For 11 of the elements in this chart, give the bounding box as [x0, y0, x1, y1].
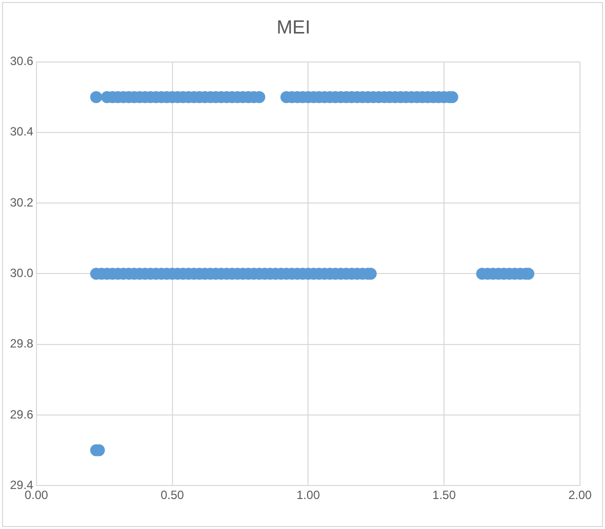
x-tick-label: 0.50: [160, 488, 184, 502]
y-tick-label: 30.0: [10, 266, 34, 280]
x-tick-label: 1.50: [432, 488, 456, 502]
y-tick-label: 29.8: [10, 336, 34, 351]
y-tick-label: 30.4: [10, 124, 34, 139]
y-tick-label: 30.2: [10, 195, 34, 210]
y-tick-label: 30.6: [10, 54, 34, 68]
y-tick-label: 29.6: [10, 407, 34, 422]
x-tick-label: 1.00: [296, 488, 320, 502]
x-tick-label: 2.00: [568, 488, 592, 502]
chart-title: MEI: [276, 18, 310, 39]
